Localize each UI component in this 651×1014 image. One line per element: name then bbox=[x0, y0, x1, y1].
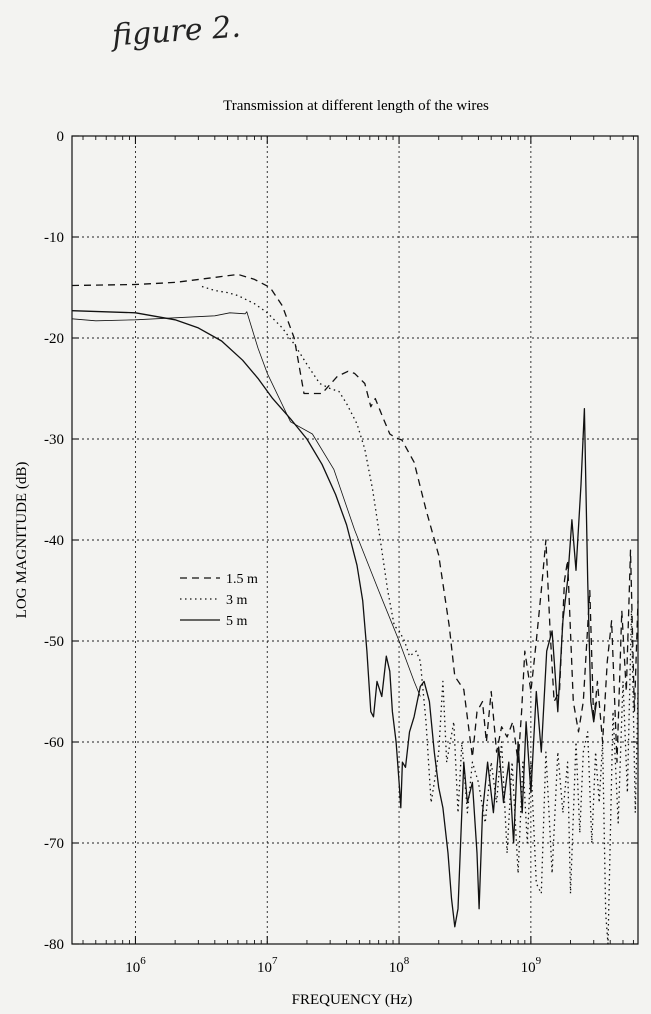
legend-label-3m: 3 m bbox=[226, 593, 248, 608]
x-axis-ticks: 106 107 108 109 bbox=[82, 136, 634, 976]
y-tick-label: -80 bbox=[44, 937, 64, 953]
x-tick-label: 106 bbox=[125, 955, 146, 976]
y-axis-label: LOG MAGNITUDE (dB) bbox=[14, 462, 30, 619]
x-tick-label: 109 bbox=[521, 955, 542, 976]
series-line-3m bbox=[201, 285, 639, 945]
y-tick-label: -30 bbox=[44, 432, 64, 448]
y-tick-label: -70 bbox=[44, 836, 64, 852]
series-line-1-5m bbox=[71, 273, 639, 763]
legend-label-5m: 5 m bbox=[226, 614, 248, 629]
y-tick-label: -40 bbox=[44, 533, 64, 549]
series-lines bbox=[71, 273, 639, 945]
series-line-reference bbox=[71, 311, 421, 697]
series-line-5m bbox=[71, 310, 598, 928]
y-tick-label: -20 bbox=[44, 331, 64, 347]
grid-lines bbox=[72, 136, 638, 944]
y-tick-label: -10 bbox=[44, 230, 64, 246]
legend: 1.5 m 3 m 5 m bbox=[180, 572, 258, 629]
x-tick-label: 107 bbox=[257, 955, 278, 976]
legend-label-1-5m: 1.5 m bbox=[226, 572, 258, 587]
x-tick-label: 108 bbox=[389, 955, 410, 976]
y-tick-label: -60 bbox=[44, 735, 64, 751]
chart-title: Transmission at different length of the … bbox=[223, 98, 489, 114]
x-axis-label: FREQUENCY (Hz) bbox=[292, 992, 413, 1008]
y-tick-label: -50 bbox=[44, 634, 64, 650]
y-axis-ticks: 0 -10 -20 -30 -40 -50 -60 -70 -80 bbox=[44, 129, 638, 953]
y-tick-label: 0 bbox=[57, 129, 65, 145]
